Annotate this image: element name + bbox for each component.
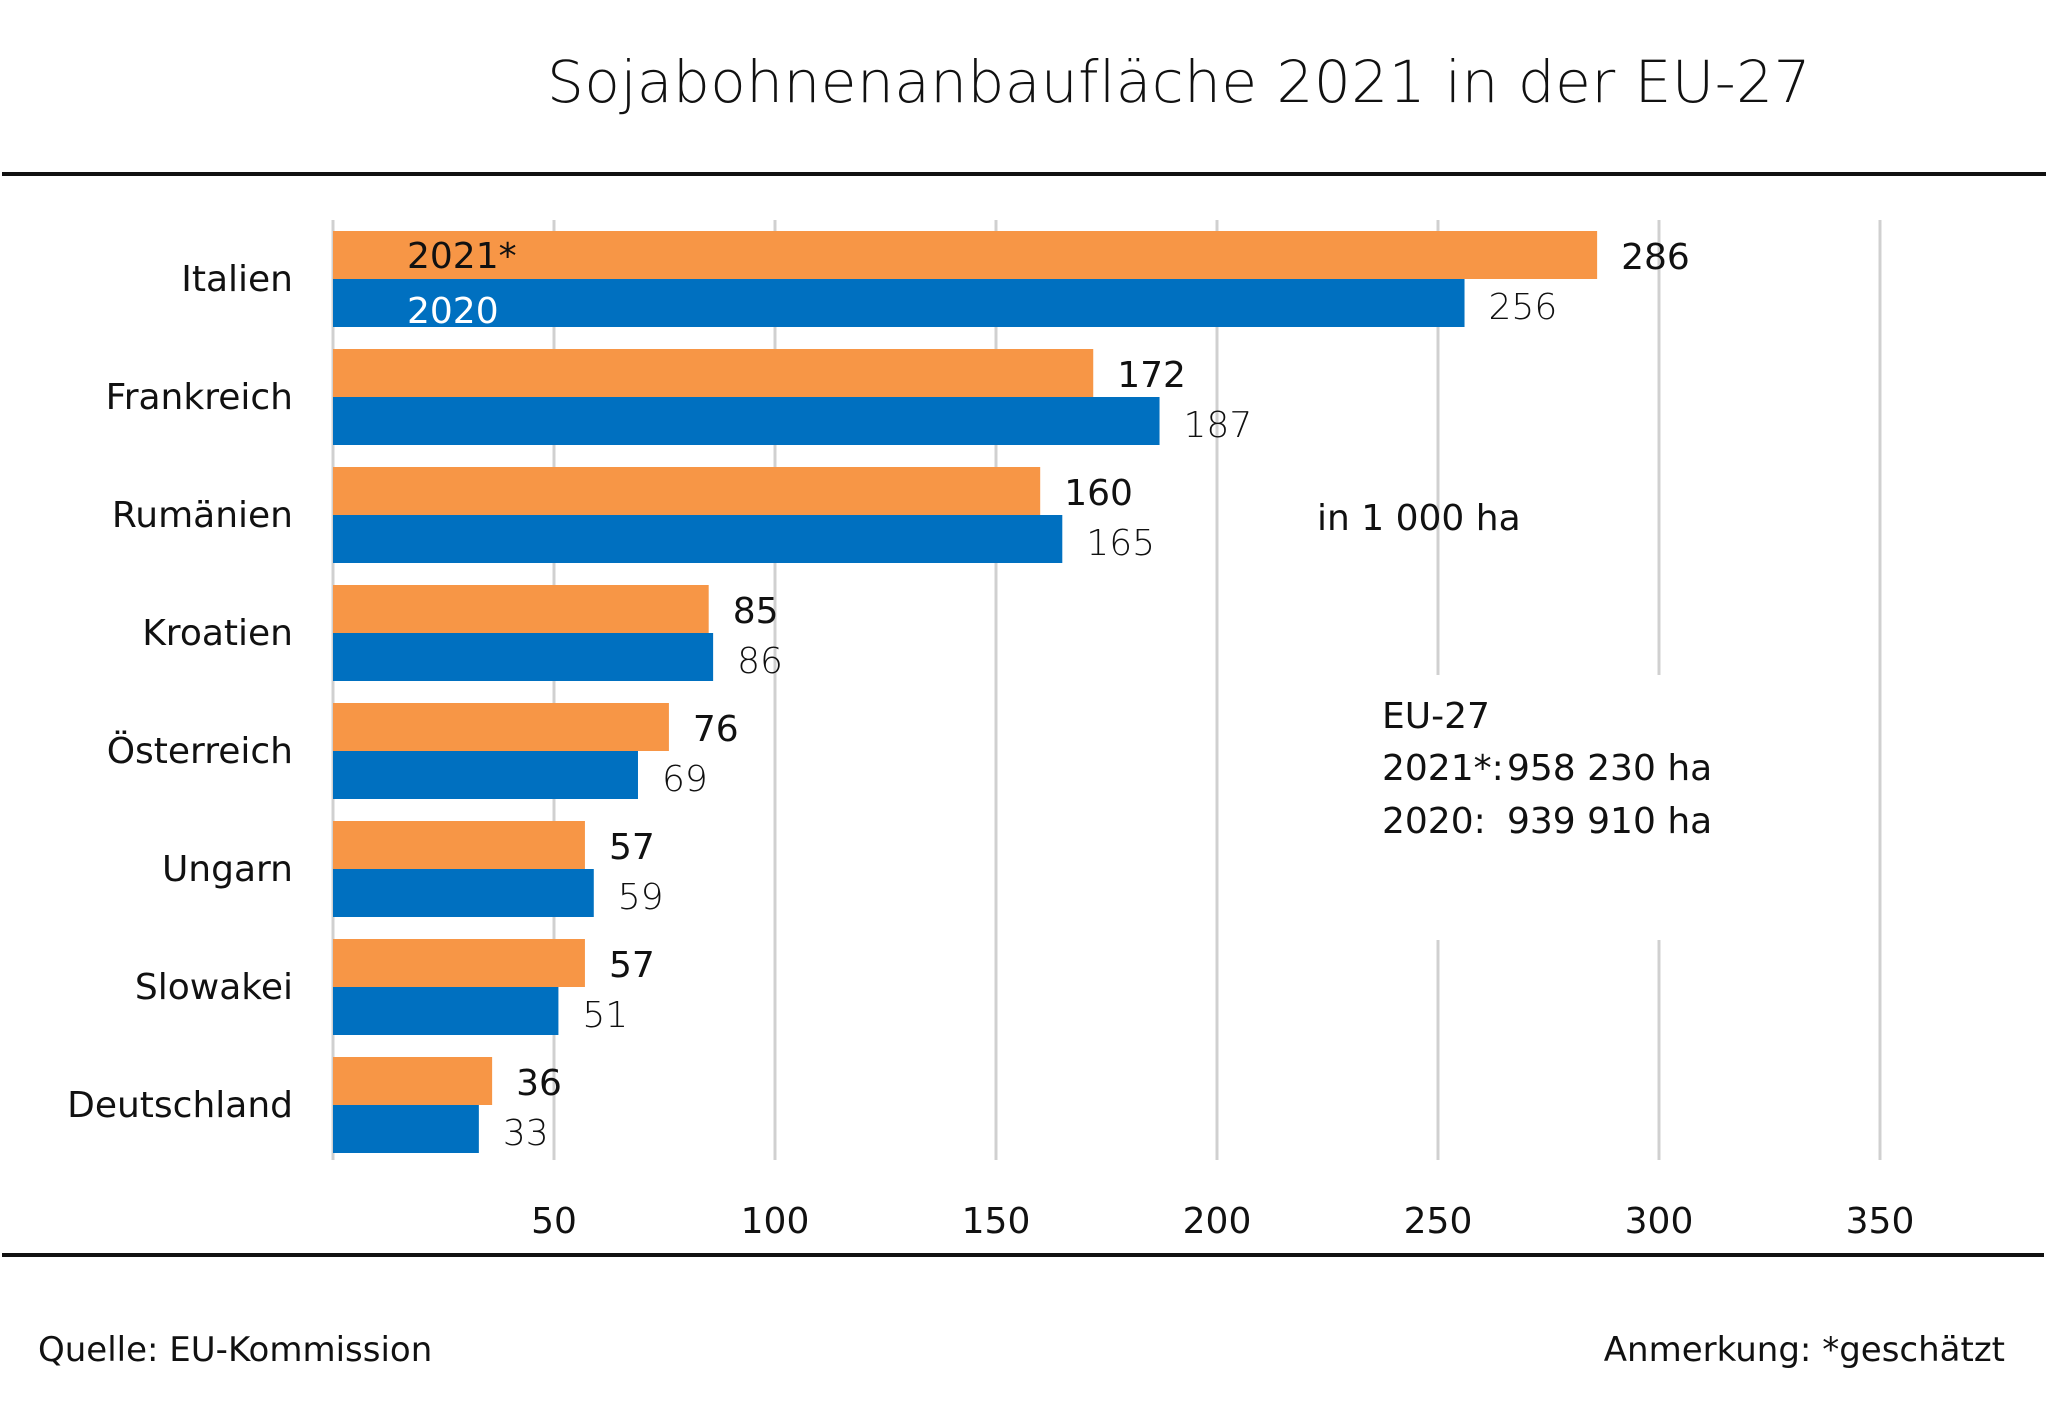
x-tick-label: 200: [1183, 1201, 1252, 1242]
unit-label: in 1 000 ha: [1317, 498, 1521, 539]
eu-2021-value: 958 230 ha: [1507, 748, 1713, 789]
estimate-note: Anmerkung: *geschätzt: [1603, 1330, 2005, 1370]
bottom-rule: [2, 1253, 2044, 1257]
data-label: 85: [733, 591, 779, 632]
category-label: Slowakei: [135, 967, 293, 1008]
bar-2021: [333, 703, 669, 751]
bar-2020: [333, 869, 594, 917]
bar-2020: [333, 515, 1063, 563]
eu-2020-value: 939 910 ha: [1507, 801, 1713, 842]
category-label: Frankreich: [106, 377, 293, 418]
data-label: 76: [693, 709, 739, 750]
bar-2021: [333, 349, 1094, 397]
eu-heading: EU-27: [1382, 696, 1490, 737]
x-tick-label: 300: [1625, 1201, 1694, 1242]
data-label: 187: [1184, 405, 1253, 446]
category-label: Kroatien: [142, 613, 293, 654]
bar-2020: [333, 751, 638, 799]
bar-2020: [333, 987, 559, 1035]
chart-title: Sojabohnenanbaufläche 2021 in der EU-27: [547, 48, 1811, 116]
top-rule: [2, 172, 2046, 176]
bar-2020: [333, 633, 714, 681]
data-label: 256: [1489, 287, 1558, 328]
source-note: Quelle: EU-Kommission: [38, 1330, 433, 1370]
data-label: 69: [662, 759, 708, 800]
x-tick-label: 250: [1404, 1201, 1473, 1242]
data-label: 57: [609, 827, 655, 868]
category-label: Rumänien: [112, 495, 293, 536]
data-label: 59: [618, 877, 664, 918]
x-tick-label: 350: [1846, 1201, 1915, 1242]
x-tick-label: 150: [962, 1201, 1031, 1242]
eu-2020-label: 2020:: [1382, 801, 1486, 842]
data-label: 172: [1117, 355, 1186, 396]
bar-2021: [333, 821, 585, 869]
bar-2021: [333, 1057, 493, 1105]
data-label: 286: [1621, 237, 1690, 278]
data-label: 36: [516, 1063, 562, 1104]
category-label: Deutschland: [67, 1085, 293, 1126]
bar-2021: [333, 231, 1598, 279]
data-label: 86: [737, 641, 783, 682]
x-tick-label: 100: [741, 1201, 810, 1242]
category-label: Italien: [181, 259, 293, 300]
legend-2021: 2021*: [407, 236, 517, 277]
bar-2021: [333, 939, 585, 987]
legend-2020: 2020: [407, 291, 499, 332]
bar-2020: [333, 397, 1160, 445]
category-label: Ungarn: [162, 849, 293, 890]
category-label: Österreich: [107, 730, 293, 772]
bar-2020: [333, 279, 1465, 327]
data-label: 33: [503, 1113, 549, 1154]
bar-2020: [333, 1105, 479, 1153]
bar-2021: [333, 585, 709, 633]
x-tick-label: 50: [531, 1201, 577, 1242]
data-label: 57: [609, 945, 655, 986]
bar-2021: [333, 467, 1041, 515]
data-label: 51: [582, 995, 628, 1036]
eu-2021-label: 2021*:: [1382, 748, 1504, 789]
data-label: 165: [1086, 523, 1155, 564]
data-label: 160: [1064, 473, 1133, 514]
